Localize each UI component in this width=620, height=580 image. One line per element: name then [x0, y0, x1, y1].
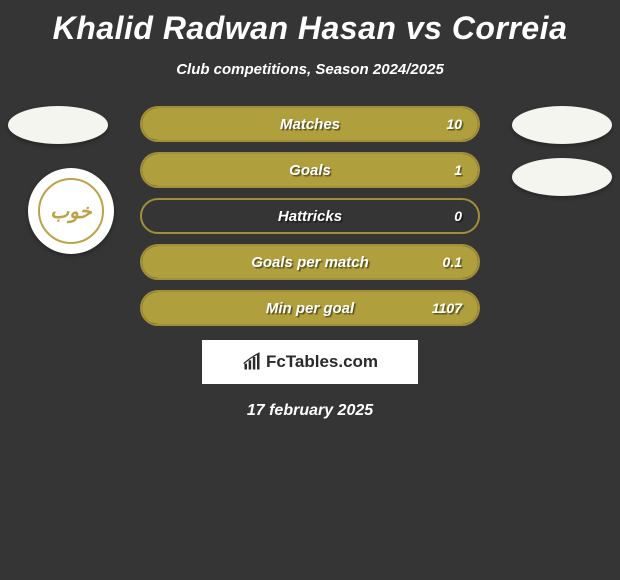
player-badge-right-1 [512, 106, 612, 144]
stat-value: 1107 [432, 300, 462, 316]
club-logo-ring: خوب [38, 178, 104, 244]
stat-label: Goals per match [251, 254, 369, 271]
date-label: 17 february 2025 [0, 402, 620, 420]
brand-attribution: FcTables.com [202, 340, 418, 384]
player-badge-left [8, 106, 108, 144]
stat-row-matches: Matches 10 [140, 106, 480, 142]
stat-label: Min per goal [266, 300, 354, 317]
stat-value: 10 [446, 116, 462, 132]
stat-row-goals: Goals 1 [140, 152, 480, 188]
stat-row-hattricks: Hattricks 0 [140, 198, 480, 234]
stat-label: Hattricks [278, 208, 342, 225]
player-badge-right-2 [512, 158, 612, 196]
stat-value: 1 [454, 162, 462, 178]
club-logo-text: خوب [50, 199, 92, 224]
brand-name: FcTables.com [266, 352, 378, 372]
stat-value: 0 [454, 208, 462, 224]
page-title: Khalid Radwan Hasan vs Correia [0, 0, 620, 47]
stat-label: Goals [289, 162, 331, 179]
stat-value: 0.1 [443, 254, 462, 270]
stat-row-min-per-goal: Min per goal 1107 [140, 290, 480, 326]
comparison-content: خوب Matches 10 Goals 1 Hattricks 0 Goals… [0, 106, 620, 420]
stat-label: Matches [280, 116, 340, 133]
subtitle: Club competitions, Season 2024/2025 [0, 61, 620, 78]
stat-row-goals-per-match: Goals per match 0.1 [140, 244, 480, 280]
club-logo: خوب [28, 168, 114, 254]
chart-icon [242, 352, 262, 372]
stats-list: Matches 10 Goals 1 Hattricks 0 Goals per… [140, 106, 480, 326]
